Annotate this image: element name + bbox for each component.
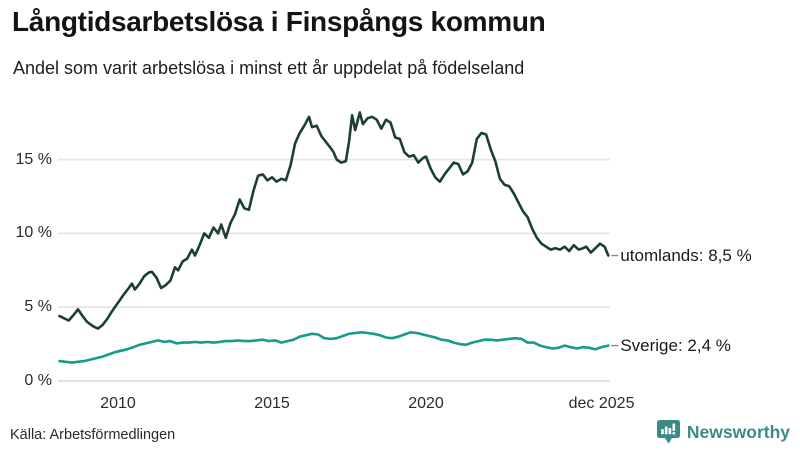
y-tick-label: 5 % — [24, 298, 52, 316]
series-line-sverige — [58, 331, 610, 364]
bar-chart-speech-bubble-icon — [656, 420, 680, 444]
series-lines — [58, 111, 610, 364]
x-tick-label: 2015 — [254, 395, 290, 412]
label-connectors — [611, 254, 619, 347]
y-tick-label: 10 % — [15, 224, 52, 242]
series-end-label-utomlands: utomlands: 8,5 % — [620, 245, 752, 265]
y-tick-label: 0 % — [24, 372, 52, 389]
x-tick-label: dec 2025 — [568, 395, 635, 412]
series-line-utomlands — [58, 111, 610, 330]
page-title: Långtidsarbetslösa i Finspångs kommun — [12, 6, 546, 37]
source-note: Källa: Arbetsförmedlingen — [10, 427, 176, 443]
x-tick-label: 2020 — [408, 395, 444, 412]
x-tick-label: 2010 — [100, 395, 136, 412]
brand-name: Newsworthy — [686, 421, 790, 442]
newsworthy-brand[interactable]: Newsworthy — [656, 419, 790, 445]
series-end-label-sverige: Sverige: 2,4 % — [620, 335, 731, 355]
y-tick-label: 15 % — [15, 150, 52, 168]
chart-subtitle: Andel som varit arbetslösa i minst ett å… — [13, 58, 525, 78]
gridlines — [58, 158, 610, 382]
